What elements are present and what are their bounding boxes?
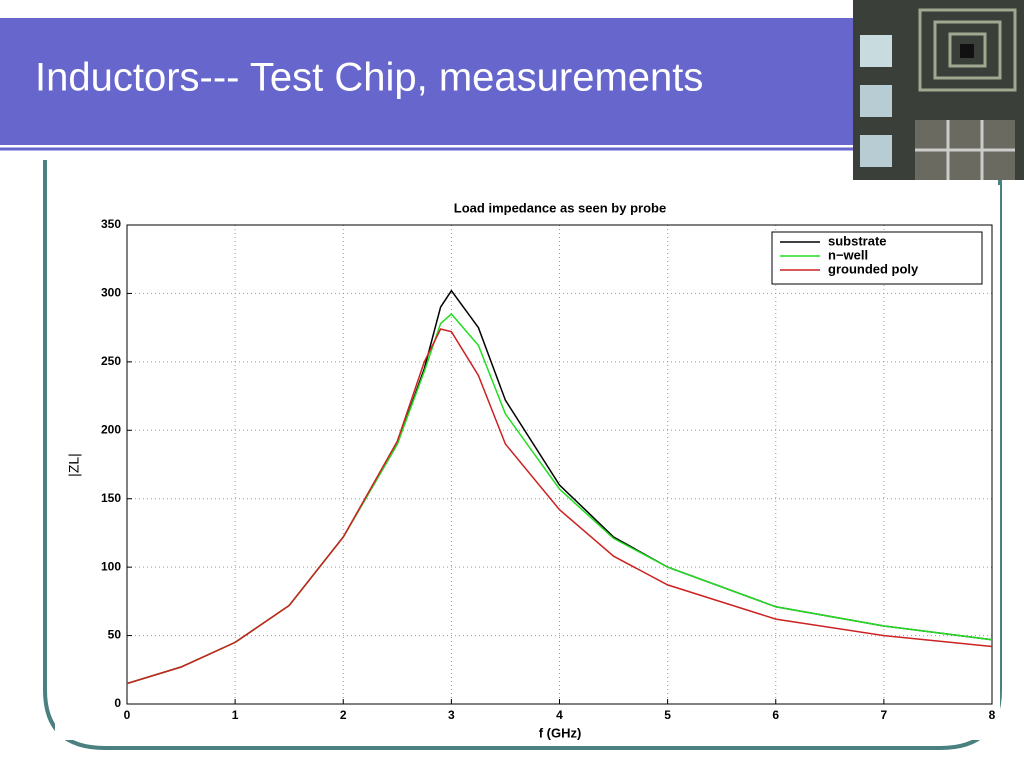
plot: 0 1 2 3 4 5 6 7 8 0 50 100 150 200 250 300 350 substraten… [101, 217, 996, 722]
series-line [126, 328, 993, 685]
legend-box [771, 231, 983, 285]
slide-title: Inductors--- Test Chip, measurements [35, 56, 703, 100]
y-axis-label: |ZL| [66, 453, 82, 477]
chip-photo [853, 0, 1024, 180]
y-tick-label: 200 [101, 422, 121, 436]
x-tick-label: 8 [989, 708, 996, 722]
x-tick-label: 6 [772, 708, 779, 722]
x-tick-label: 7 [881, 708, 888, 722]
x-tick-label: 4 [556, 708, 563, 722]
legend-label: n−well [828, 247, 868, 262]
x-tick-label: 3 [448, 708, 455, 722]
y-tick-label: 300 [101, 286, 121, 300]
x-tick-label: 5 [664, 708, 671, 722]
y-tick-label: 0 [114, 696, 121, 710]
plot-frame [126, 224, 993, 705]
y-tick-label: 50 [108, 628, 122, 642]
x-tick-label: 1 [232, 708, 239, 722]
chart-title: Load impedance as seen by probe [454, 200, 666, 215]
x-axis-label: f (GHz) [539, 725, 582, 740]
y-tick-label: 100 [101, 559, 121, 573]
x-tick-label: 0 [124, 708, 131, 722]
x-tick-label: 2 [340, 708, 347, 722]
legend-label: grounded poly [828, 261, 919, 276]
legend-label: substrate [828, 233, 887, 248]
y-tick-label: 150 [101, 491, 121, 505]
y-tick-label: 350 [101, 217, 121, 231]
y-tick-label: 250 [101, 354, 121, 368]
